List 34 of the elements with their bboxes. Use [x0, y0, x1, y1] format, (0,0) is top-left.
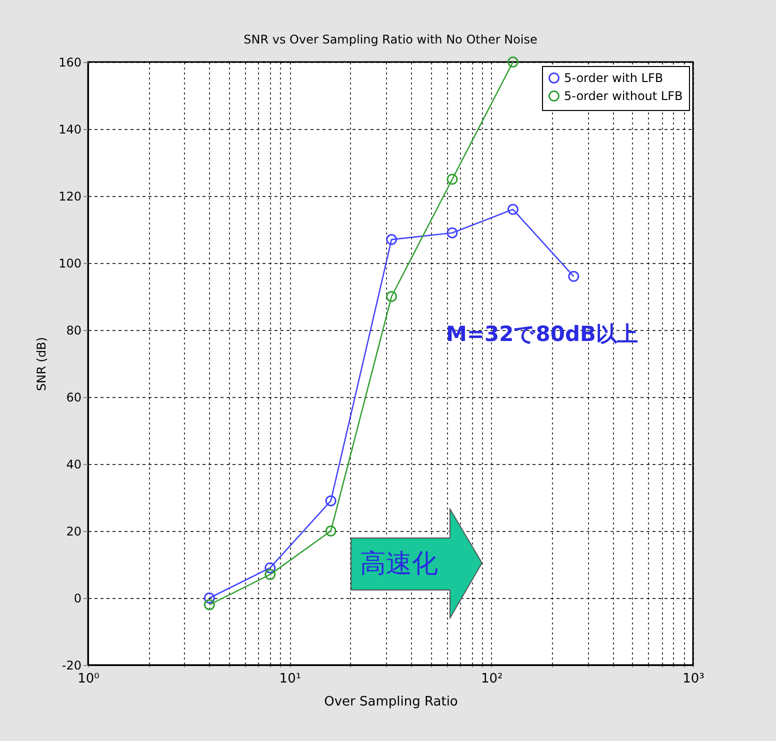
point	[325, 526, 336, 536]
y-tick-label: 160	[58, 56, 82, 70]
y-tick-label: 120	[58, 190, 82, 204]
y-tick-label: 40	[66, 458, 82, 472]
y-tick-label: 0	[74, 592, 82, 606]
point	[204, 592, 215, 604]
y-tick-label: 20	[66, 524, 82, 538]
point	[507, 56, 518, 68]
y-tick-label: 60	[66, 390, 82, 404]
annotation: 高速化	[360, 548, 438, 581]
point	[204, 599, 215, 610]
arrow-icon: 高速化	[350, 508, 483, 619]
y-tick-label: -20	[62, 658, 82, 672]
x-tick-label: 10³	[682, 672, 704, 686]
y-tick-label: 140	[58, 122, 82, 136]
point	[568, 270, 580, 282]
y-axis-title: SNR (dB)	[34, 337, 49, 391]
point	[325, 495, 336, 506]
x-tick-label: 10¹	[279, 672, 302, 686]
point	[264, 562, 276, 574]
point	[446, 174, 458, 185]
y-tick-label: 100	[58, 256, 82, 270]
point	[446, 227, 458, 238]
x-axis-title: Over Sampling Ratio	[324, 694, 458, 710]
chart-title: SNR vs Over Sampling Ratio with No Other Noise	[244, 32, 538, 46]
point	[507, 204, 518, 215]
legend-label: 5-order with LFB	[564, 71, 664, 85]
point	[386, 234, 398, 246]
x-tick-label: 10⁰	[78, 672, 100, 686]
x-tick-label: 10²	[480, 672, 503, 686]
y-tick-label: 80	[66, 324, 82, 338]
point	[386, 291, 398, 302]
point	[264, 569, 276, 580]
legend-label: 5-order without LFB	[564, 89, 683, 103]
